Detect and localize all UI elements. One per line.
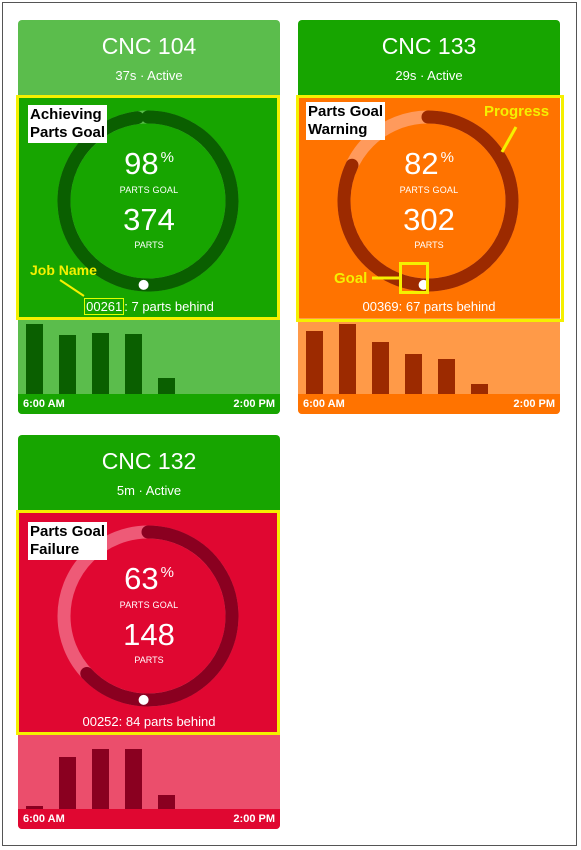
job-status: 00261: 7 parts behind [18, 298, 280, 315]
histogram-bar [26, 806, 43, 809]
time-end: 2:00 PM [233, 398, 275, 410]
histogram-bar [306, 331, 323, 394]
job-status: 00252: 84 parts behind [18, 714, 280, 729]
note-warning: Parts Goal Warning [306, 102, 386, 140]
parts-count: 148 [123, 617, 175, 652]
behind-text: : 67 parts behind [398, 299, 496, 314]
goal-marker [138, 694, 149, 705]
machine-status: 5m · Active [116, 483, 182, 498]
label-progress: Progress [484, 103, 550, 120]
histogram-bar [405, 354, 422, 394]
percent-value: 63% [124, 561, 174, 596]
parts-count: 374 [123, 202, 175, 237]
histogram-bar [26, 324, 43, 394]
percent-value: 98% [124, 146, 174, 181]
card-header: CNC 133 29s · Active [298, 20, 560, 96]
machine-title: CNC 132 [101, 448, 197, 474]
machine-title: CNC 133 [381, 33, 477, 59]
histogram-bar [125, 749, 142, 809]
time-axis-strip [18, 809, 280, 829]
highlight-box-achieving [16, 95, 280, 320]
time-start: 6:00 AM [303, 398, 345, 410]
time-axis-strip [298, 394, 560, 414]
machine-status: 37s · Active [115, 68, 183, 83]
machine-title: CNC 104 [101, 33, 197, 59]
note-failure: Parts Goal Failure [28, 522, 108, 560]
production-histogram: 6:00 AM 2:00 PM [298, 318, 560, 414]
production-histogram: 6:00 AM 2:00 PM [18, 733, 280, 829]
progress-ring [57, 110, 239, 292]
histogram-bar [92, 333, 109, 394]
histogram-bar [471, 384, 488, 394]
highlight-box-failure [16, 510, 280, 735]
job-status: 00369: 67 parts behind [298, 299, 560, 314]
parts-label: PARTS [134, 240, 164, 250]
histogram-bar [438, 359, 455, 394]
parts-count: 302 [403, 202, 455, 237]
histogram-bar [59, 757, 76, 809]
parts-label: PARTS [134, 655, 164, 665]
time-end: 2:00 PM [513, 398, 555, 410]
parts-label: PARTS [414, 240, 444, 250]
job-name: 00252 [82, 714, 119, 729]
histogram-bar [339, 324, 356, 394]
percent-value: 82% [404, 146, 454, 181]
histogram-bars [18, 749, 280, 829]
card-header: CNC 104 37s · Active [18, 20, 280, 96]
job-name: 00261 [84, 298, 125, 315]
highlight-box-warning [296, 95, 564, 322]
time-start: 6:00 AM [23, 813, 65, 825]
histogram-bars [298, 324, 560, 414]
ring-progress [337, 110, 519, 292]
percent-label: PARTS GOAL [119, 185, 179, 195]
time-end: 2:00 PM [233, 813, 275, 825]
histogram-bar [372, 342, 389, 394]
histogram-bar [59, 335, 76, 394]
machine-status: 29s · Active [395, 68, 463, 83]
job-name: 00369 [362, 299, 399, 314]
histogram-bar [92, 749, 109, 809]
behind-text: : 84 parts behind [118, 714, 216, 729]
ring-progress [57, 110, 239, 292]
label-goal: Goal [334, 270, 368, 287]
goal-marker [138, 279, 149, 290]
percent-label: PARTS GOAL [399, 185, 459, 195]
histogram-bar [158, 795, 175, 809]
percent-label: PARTS GOAL [119, 600, 179, 610]
production-histogram: 6:00 AM 2:00 PM [18, 318, 280, 414]
label-job-name: Job Name [30, 262, 97, 278]
histogram-bars [18, 324, 280, 414]
histogram-bar [125, 334, 142, 394]
card-header: CNC 132 5m · Active [18, 435, 280, 511]
highlight-goal-marker [399, 262, 429, 294]
machine-card-cnc-104[interactable]: CNC 104 37s · Active 98% PARTS GOAL 374 … [18, 20, 280, 414]
note-achieving: Achieving Parts Goal [28, 105, 108, 143]
time-start: 6:00 AM [23, 398, 65, 410]
behind-text: : 7 parts behind [124, 299, 214, 314]
histogram-bar [158, 378, 175, 394]
ring-progress [80, 525, 239, 707]
time-axis-strip [18, 394, 280, 414]
progress-ring [57, 525, 239, 707]
